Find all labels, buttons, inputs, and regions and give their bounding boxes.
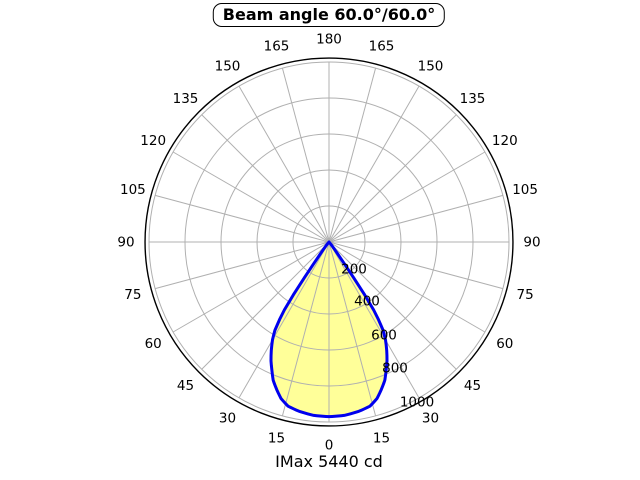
angle-tick-label: 30: [422, 410, 439, 426]
angle-tick-label: 105: [512, 182, 538, 198]
angle-tick-label: 90: [523, 235, 540, 251]
angle-tick-label: 75: [124, 287, 141, 303]
angle-tick-label: 105: [120, 182, 146, 198]
angle-tick-label: 120: [492, 133, 518, 149]
angle-tick-label: 120: [140, 133, 166, 149]
radial-tick-label: 1000: [400, 395, 434, 411]
imax-label: IMax 5440 cd: [275, 452, 383, 471]
angle-tick-label: 60: [145, 336, 162, 352]
radial-tick-label: 800: [382, 361, 408, 377]
radial-tick-label: 200: [341, 262, 367, 278]
angle-tick-label: 135: [173, 91, 199, 107]
chart-title: Beam angle 60.0°/60.0°: [212, 3, 446, 27]
radial-tick-label: 400: [354, 294, 380, 310]
angle-tick-label: 45: [177, 378, 194, 394]
angle-tick-label: 0: [325, 438, 334, 454]
angle-tick-label: 165: [369, 38, 395, 54]
angle-tick-label: 45: [464, 378, 481, 394]
angle-tick-label: 60: [496, 336, 513, 352]
angle-tick-label: 150: [418, 59, 444, 75]
radial-tick-label: 600: [371, 328, 397, 344]
angle-tick-label: 15: [268, 431, 285, 447]
angle-tick-label: 165: [264, 38, 290, 54]
angle-tick-label: 75: [517, 287, 534, 303]
angle-tick-label: 15: [373, 431, 390, 447]
beam-curve: [269, 240, 389, 419]
angle-tick-label: 30: [219, 410, 236, 426]
angle-tick-label: 135: [460, 91, 486, 107]
angle-tick-label: 90: [117, 235, 134, 251]
angle-tick-label: 180: [316, 32, 342, 48]
polar-outer-ring: [144, 57, 514, 427]
angle-tick-label: 150: [215, 59, 241, 75]
